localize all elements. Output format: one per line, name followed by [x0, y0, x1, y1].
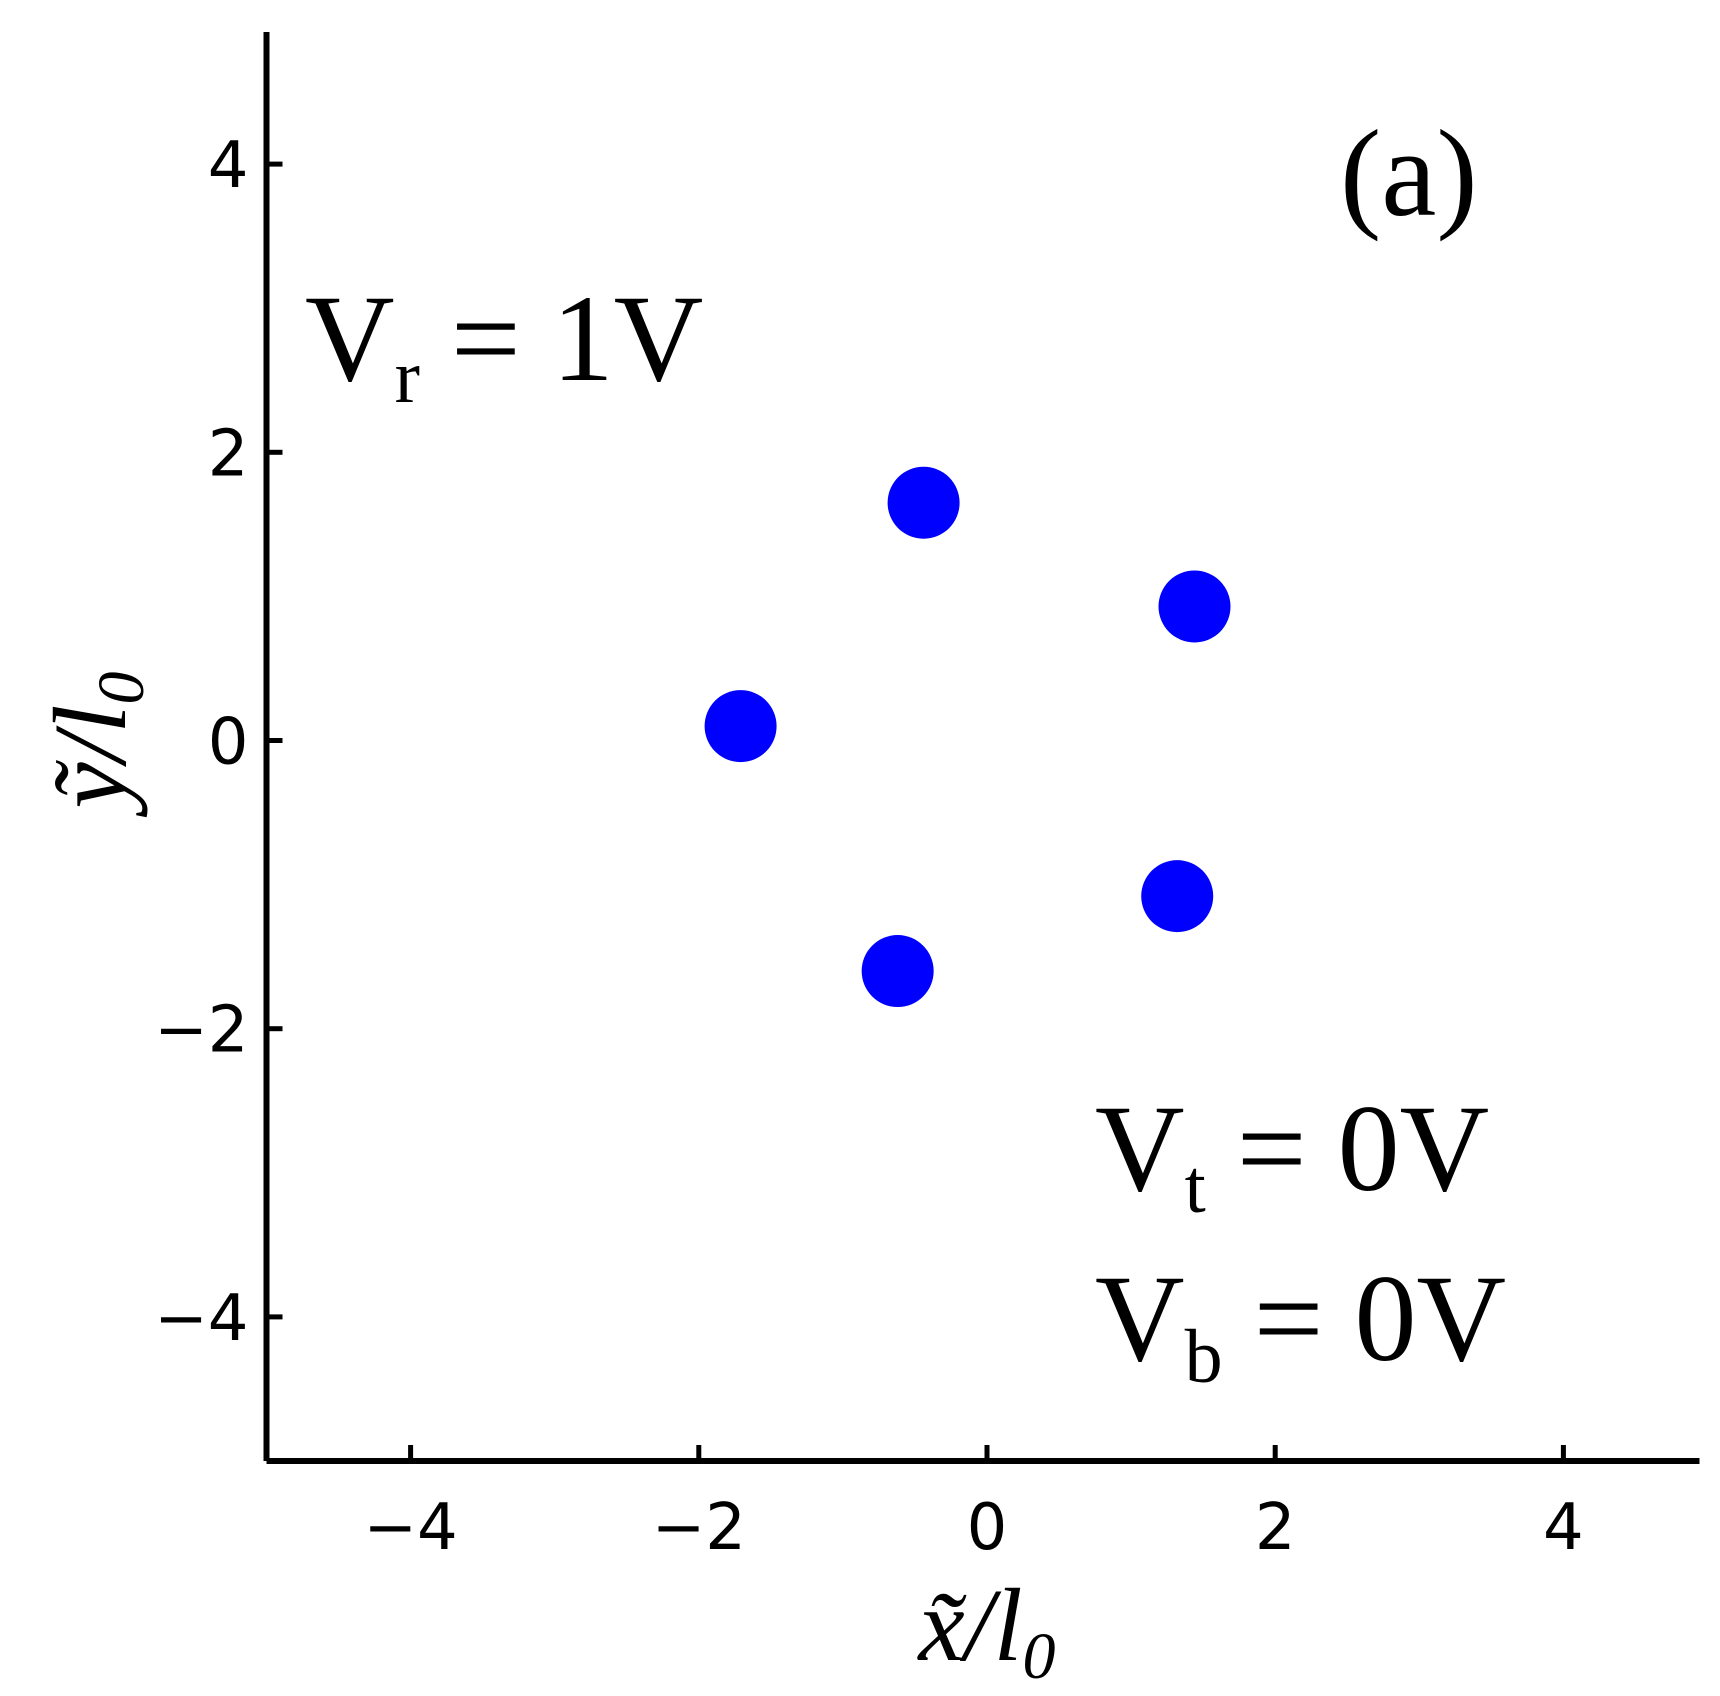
x-tick-label: 2: [1255, 1491, 1296, 1565]
point: [861, 935, 934, 1008]
x-tick-label: 0: [967, 1491, 1008, 1565]
x-tick-label: 4: [1543, 1491, 1584, 1565]
point: [1141, 860, 1214, 933]
x-tick-label: −2: [652, 1491, 746, 1565]
point: [887, 466, 960, 539]
y-tick-label: 0: [208, 706, 249, 780]
y-tick-label: −4: [154, 1282, 248, 1356]
y-tick-label: 2: [208, 417, 249, 491]
annotation: Vb = 0V: [1095, 1250, 1506, 1399]
annotation: (a): [1340, 105, 1478, 242]
y-axis-label: ỹ/l0: [33, 672, 158, 818]
x-axis-label: x̃/l0: [917, 1568, 1056, 1693]
y-tick-label: 4: [208, 129, 249, 203]
annotation: Vt = 0V: [1095, 1080, 1489, 1229]
x-tick-label: −4: [363, 1491, 457, 1565]
y-tick-label: −2: [154, 994, 248, 1068]
annotation: Vr = 1V: [305, 270, 703, 419]
point: [704, 690, 777, 763]
point: [1158, 570, 1231, 643]
